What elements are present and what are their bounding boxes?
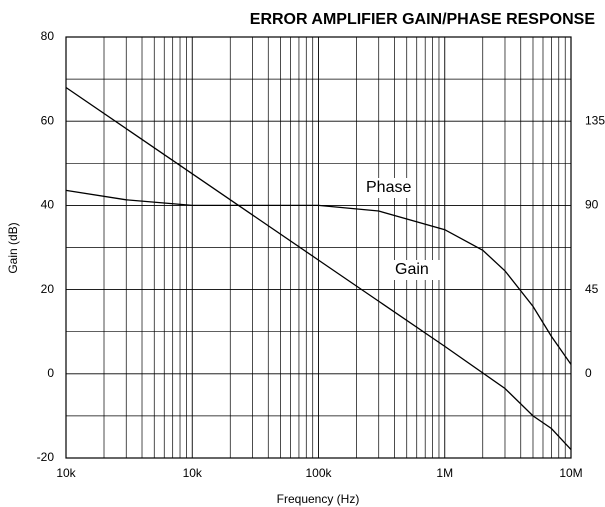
label-bg (391, 260, 443, 280)
x-tick-label: 10k (56, 466, 76, 480)
chart-title: ERROR AMPLIFIER GAIN/PHASE RESPONSE (250, 11, 596, 28)
y2-tick-label: 45 (585, 282, 599, 296)
series-line (65, 189, 572, 365)
series-label: Gain (395, 261, 429, 278)
y-axis-label: Gain (dB) (6, 222, 20, 273)
x-axis-label: Frequency (Hz) (277, 492, 360, 506)
y-tick-label: 60 (41, 113, 55, 127)
y-tick-label: 80 (41, 29, 55, 43)
y2-tick-label: 90 (585, 198, 599, 212)
x-tick-label: 10k (183, 466, 203, 480)
plot-frame (65, 36, 572, 459)
y-tick-label: 40 (41, 198, 55, 212)
y-tick-label: -20 (37, 450, 55, 464)
label-bg (362, 178, 414, 198)
y2-tick-label: 0 (585, 366, 592, 380)
y2-tick-label: 135 (585, 113, 605, 127)
series-line (65, 86, 572, 451)
series-label: Phase (366, 179, 411, 196)
y-tick-label: 20 (41, 282, 55, 296)
y-tick-label: 0 (47, 366, 54, 380)
x-tick-label: 10M (559, 466, 582, 480)
x-tick-label: 1M (436, 466, 453, 480)
x-tick-label: 100k (305, 466, 332, 480)
